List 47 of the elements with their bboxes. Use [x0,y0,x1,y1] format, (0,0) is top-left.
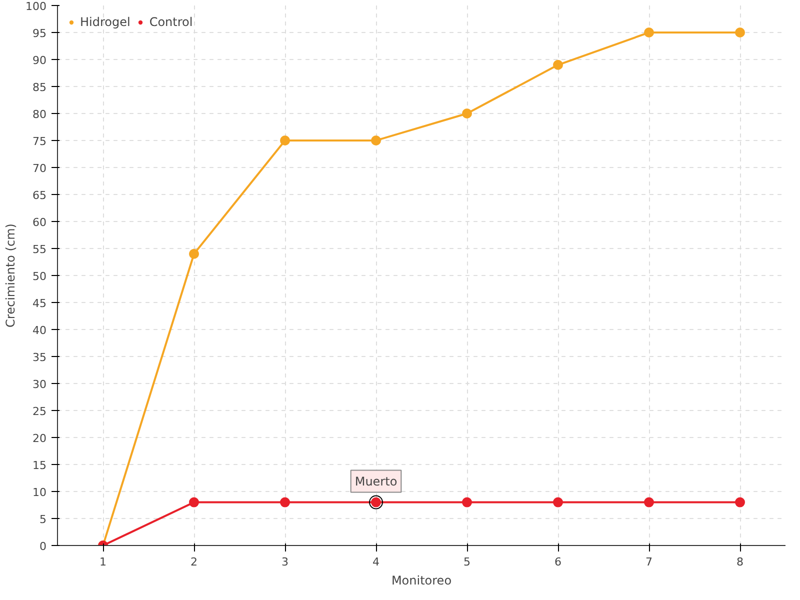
point [462,108,472,118]
point [280,136,290,146]
y-tick-label: 95 [32,27,47,40]
x-axis-title: Monitoreo [391,574,452,588]
x-tick-label: 7 [646,556,652,568]
x-tick-label: 3 [282,556,288,568]
y-tick-label: 10 [32,486,47,499]
annotation: Muerto [354,474,398,488]
y-tick-label: 80 [32,108,47,121]
point [189,248,199,259]
y-tick-label: 90 [32,54,47,67]
y-tick-label: 70 [32,162,47,175]
point [553,497,563,508]
y-tick-label: 45 [32,297,47,310]
legend-label: Control [149,15,193,29]
y-axis-title: Crecimiento (cm) [4,224,18,328]
x-tick-label: 6 [554,556,562,568]
y-tick-label: 5 [40,513,46,526]
y-tick-label: 20 [32,432,47,445]
y-tick-label: 30 [32,378,47,391]
point [371,136,381,146]
y-tick-label: 100 [26,0,47,13]
y-tick-label: 25 [32,405,47,418]
point [735,497,745,508]
point [553,60,563,70]
legend-label: Hidrogel [80,15,130,29]
y-tick-label: 55 [32,243,47,256]
point [462,497,472,508]
x-tick-label: 4 [372,556,380,568]
y-tick-label: 60 [32,216,47,229]
y-tick-label: 40 [32,324,47,337]
x-tick-label: 2 [190,556,198,568]
y-tick-label: 0 [40,540,46,553]
point [644,497,654,508]
y-tick-label: 35 [32,351,47,364]
y-tick-label: 75 [32,135,47,148]
point [735,28,745,38]
y-tick-label: 50 [32,270,47,283]
y-tick-label: 15 [32,459,47,472]
x-tick-label: 8 [736,556,744,568]
x-tick-label: 1 [100,556,106,568]
y-tick-label: 65 [32,189,47,202]
point [644,28,654,38]
x-tick-label: 5 [464,556,470,568]
y-tick-label: 85 [32,81,47,94]
point [280,497,290,508]
point [189,497,199,508]
